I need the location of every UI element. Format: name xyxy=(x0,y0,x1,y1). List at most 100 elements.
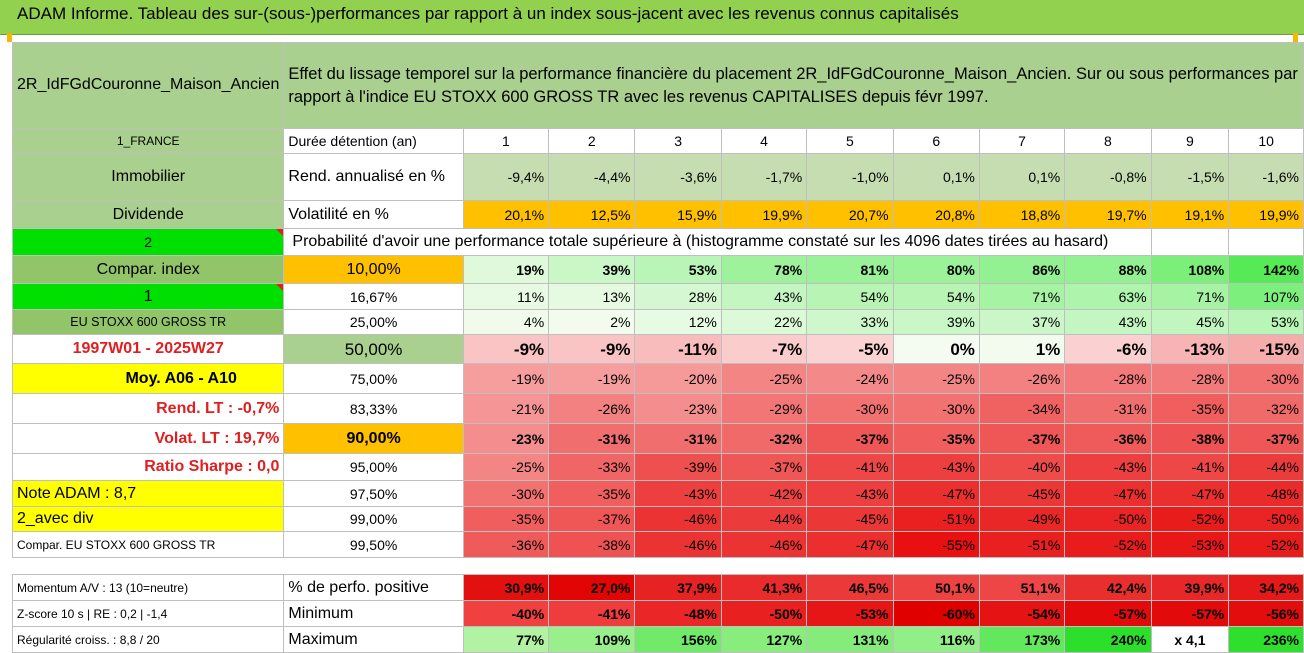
prob-cell: -38% xyxy=(1150,423,1230,454)
prob-cell: 107% xyxy=(1228,283,1304,310)
prob-cell: -43% xyxy=(892,453,980,481)
prob-cell: -40% xyxy=(978,453,1066,481)
max-cell: 77% xyxy=(462,626,550,653)
prob-cell: 33% xyxy=(806,309,894,335)
prob-cell: -23% xyxy=(462,423,550,454)
pos-label: % de perfo. positive xyxy=(283,574,464,601)
prob-cell: -41% xyxy=(806,453,894,481)
vol-value: 20,7% xyxy=(806,200,894,229)
vol-value: 19,9% xyxy=(720,200,808,229)
pos-cell: 27,0% xyxy=(548,574,636,601)
volat-lt-label: Volat. LT : 19,7% xyxy=(11,423,285,454)
prob-cell: -35% xyxy=(892,423,980,454)
duration-9: 9 xyxy=(1150,128,1230,154)
min-cell: -60% xyxy=(892,600,980,627)
prob-cell: -44% xyxy=(1228,453,1304,481)
country-label: 1_FRANCE xyxy=(11,128,285,154)
vol-value: 20,1% xyxy=(462,200,550,229)
duration-4: 4 xyxy=(720,128,808,154)
prob-cell: -37% xyxy=(978,423,1066,454)
duration-1: 1 xyxy=(462,128,550,154)
prob-cell: -37% xyxy=(1228,423,1304,454)
prob-cell: -42% xyxy=(720,480,808,507)
min-cell: -50% xyxy=(720,600,808,627)
prob-cell: 63% xyxy=(1064,283,1152,310)
prob-cell: -35% xyxy=(548,480,636,507)
prob-cell: -25% xyxy=(462,453,550,481)
prob-cell: -46% xyxy=(634,531,722,558)
prob-cell: 142% xyxy=(1228,255,1304,284)
prob-cell: -32% xyxy=(720,423,808,454)
prob-cell: -51% xyxy=(978,531,1066,558)
rend-value: -1,0% xyxy=(806,153,894,201)
rend-label: Rend. annualisé en % xyxy=(283,153,464,201)
prob-cell: -26% xyxy=(548,393,636,424)
prob-cell: -46% xyxy=(634,506,722,532)
empty-cell xyxy=(1228,228,1304,256)
max-cell: 240% xyxy=(1064,626,1152,653)
prob-cell: -41% xyxy=(1150,453,1230,481)
prob-cell: 28% xyxy=(634,283,722,310)
empty-cell xyxy=(1150,228,1230,256)
threshold-pct: 10,00% xyxy=(283,255,464,284)
regularite-label: Régularité croiss. : 8,8 / 20 xyxy=(11,626,285,653)
prob-cell: -47% xyxy=(806,531,894,558)
vol-value: 19,7% xyxy=(1064,200,1152,229)
prob-cell: -47% xyxy=(892,480,980,507)
min-cell: -41% xyxy=(548,600,636,627)
prob-cell: 1% xyxy=(978,334,1066,364)
pos-cell: 42,4% xyxy=(1064,574,1152,601)
min-cell: -40% xyxy=(462,600,550,627)
prob-cell: -39% xyxy=(634,453,722,481)
prob-cell: 71% xyxy=(978,283,1066,310)
prob-cell: -34% xyxy=(978,393,1066,424)
prob-cell: -9% xyxy=(548,334,636,364)
threshold-pct: 16,67% xyxy=(283,283,464,310)
spacer xyxy=(13,558,1304,575)
threshold-pct: 83,33% xyxy=(283,393,464,424)
dividend-label: Dividende xyxy=(11,200,285,229)
right-marker xyxy=(1293,33,1298,42)
prob-cell: -7% xyxy=(720,334,808,364)
prob-cell: -51% xyxy=(892,506,980,532)
prob-cell: -20% xyxy=(634,363,722,394)
prob-cell: -24% xyxy=(806,363,894,394)
prob-cell: 108% xyxy=(1150,255,1230,284)
duration-7: 7 xyxy=(978,128,1066,154)
max-cell: 236% xyxy=(1228,626,1304,653)
prob-cell: -26% xyxy=(978,363,1066,394)
pos-cell: 34,2% xyxy=(1228,574,1304,601)
prob-cell: 0% xyxy=(892,334,980,364)
prob-cell: -35% xyxy=(1150,393,1230,424)
rend-value: -4,4% xyxy=(548,153,636,201)
prob-cell: 39% xyxy=(892,309,980,335)
prob-cell: -36% xyxy=(1064,423,1152,454)
description: Effet du lissage temporel sur la perform… xyxy=(283,42,1304,129)
threshold-pct: 99,50% xyxy=(283,531,464,558)
prob-cell: 88% xyxy=(1064,255,1152,284)
probability-title: Probabilité d'avoir une performance tota… xyxy=(283,228,1152,256)
max-cell: 127% xyxy=(720,626,808,653)
sharpe-label: Ratio Sharpe : 0,0 xyxy=(11,453,285,481)
prob-cell: -55% xyxy=(892,531,980,558)
prob-cell: 45% xyxy=(1150,309,1230,335)
prob-cell: -47% xyxy=(1150,480,1230,507)
pos-cell: 37,9% xyxy=(634,574,722,601)
report-title: ADAM Informe. Tableau des sur-(sous-)per… xyxy=(0,0,1304,35)
prob-cell: -5% xyxy=(806,334,894,364)
max-cell: 109% xyxy=(548,626,636,653)
vol-value: 19,9% xyxy=(1228,200,1304,229)
prob-cell: -25% xyxy=(720,363,808,394)
threshold-pct: 95,00% xyxy=(283,453,464,481)
max-cell: 156% xyxy=(634,626,722,653)
prob-cell: -52% xyxy=(1064,531,1152,558)
prob-cell: -19% xyxy=(548,363,636,394)
prob-cell: 80% xyxy=(892,255,980,284)
prob-cell: -37% xyxy=(806,423,894,454)
min-cell: -56% xyxy=(1228,600,1304,627)
vol-value: 15,9% xyxy=(634,200,722,229)
prob-cell: -31% xyxy=(634,423,722,454)
num2-cell: 2 xyxy=(11,228,285,256)
pos-cell: 50,1% xyxy=(892,574,980,601)
period-label: 1997W01 - 2025W27 xyxy=(11,334,285,364)
